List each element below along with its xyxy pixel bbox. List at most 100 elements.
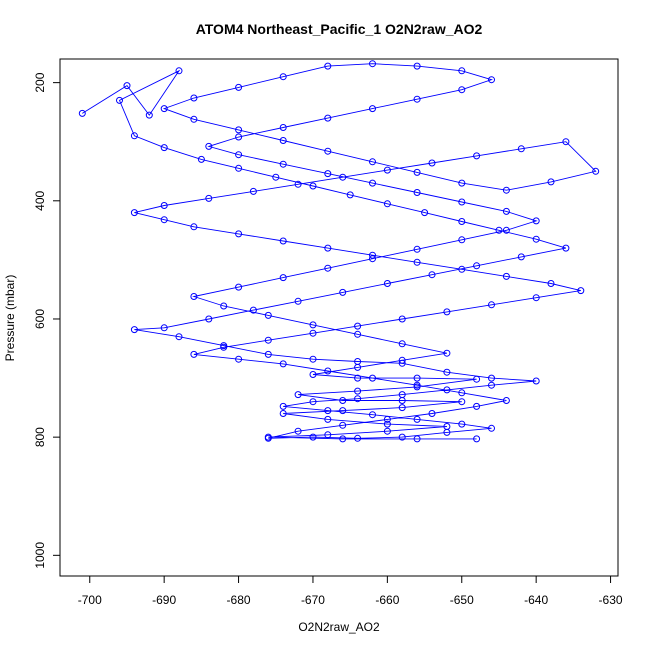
data-point <box>398 359 406 367</box>
data-point <box>324 431 332 439</box>
data-point <box>458 420 466 428</box>
data-point <box>398 356 406 364</box>
data-point <box>160 105 168 113</box>
data-point <box>413 62 421 70</box>
series-layer <box>78 60 600 443</box>
data-point <box>264 350 272 358</box>
data-point <box>175 67 183 75</box>
data-point <box>488 76 495 84</box>
data-point <box>145 111 153 119</box>
data-point <box>346 191 354 199</box>
data-point <box>369 374 376 382</box>
data-point <box>354 434 362 442</box>
data-point <box>235 83 243 91</box>
data-point <box>502 272 510 280</box>
data-point <box>160 324 168 332</box>
data-point <box>458 265 466 273</box>
data-point <box>294 427 302 435</box>
x-tick-label: -640 <box>524 593 548 607</box>
x-tick-label: -660 <box>375 593 399 607</box>
data-point <box>324 264 332 272</box>
data-point <box>383 420 391 428</box>
data-point <box>235 355 243 363</box>
data-point <box>443 423 451 430</box>
data-point <box>160 216 168 224</box>
data-point <box>235 164 243 172</box>
data-point <box>413 189 421 196</box>
y-tick-label: 1000 <box>33 542 47 569</box>
data-point <box>413 168 421 176</box>
data-point <box>130 326 138 334</box>
data-point <box>339 173 347 181</box>
data-point <box>369 255 376 263</box>
data-point <box>383 200 391 208</box>
data-point <box>413 435 421 443</box>
data-point <box>339 407 347 415</box>
data-point <box>547 280 555 287</box>
data-point <box>354 363 362 371</box>
data-point <box>517 253 525 261</box>
data-point <box>294 297 302 305</box>
data-point <box>175 333 183 341</box>
data-point <box>502 397 510 404</box>
x-tick-label: -680 <box>227 593 251 607</box>
data-point <box>324 244 332 252</box>
data-point <box>473 152 481 160</box>
data-point <box>279 137 287 144</box>
data-point <box>279 160 287 168</box>
data-point <box>78 109 86 117</box>
data-point <box>309 398 317 406</box>
data-point <box>279 360 287 368</box>
data-point <box>249 187 257 195</box>
data-point <box>130 209 138 217</box>
data-point <box>413 415 421 423</box>
data-point <box>324 62 332 70</box>
data-point <box>235 230 243 238</box>
data-point <box>160 144 168 152</box>
data-point <box>264 311 272 319</box>
data-point <box>458 236 466 244</box>
y-tick-label: 400 <box>33 190 47 210</box>
data-point <box>428 271 436 279</box>
data-point <box>190 115 198 123</box>
data-point <box>130 132 138 140</box>
data-point <box>473 435 481 443</box>
x-tick-label: -700 <box>78 593 102 607</box>
data-point <box>309 321 317 329</box>
data-point <box>309 355 317 363</box>
data-point <box>369 105 376 113</box>
data-point <box>383 427 391 435</box>
y-tick-label: 600 <box>33 309 47 329</box>
data-point <box>383 415 391 423</box>
data-point <box>160 202 168 209</box>
data-point <box>517 145 525 153</box>
data-point <box>413 383 421 391</box>
data-point <box>547 178 555 186</box>
data-point <box>190 293 198 300</box>
data-point <box>354 374 362 382</box>
data-point <box>324 170 332 178</box>
data-point <box>309 433 317 441</box>
data-point <box>473 375 481 383</box>
data-point <box>443 308 451 316</box>
data-point <box>309 182 317 190</box>
data-point <box>324 147 332 155</box>
data-point <box>473 262 481 270</box>
data-point <box>562 244 570 252</box>
data-point <box>458 86 466 94</box>
data-point <box>354 387 362 395</box>
data-point <box>324 114 332 122</box>
data-point <box>443 349 451 357</box>
data-point <box>421 209 429 217</box>
data-point <box>458 198 466 206</box>
data-point <box>458 179 466 187</box>
data-point <box>294 180 302 188</box>
data-point <box>443 386 451 394</box>
data-point <box>279 274 287 282</box>
data-point <box>324 407 332 415</box>
data-point <box>324 415 332 423</box>
data-point <box>205 194 213 202</box>
data-point <box>190 223 198 231</box>
